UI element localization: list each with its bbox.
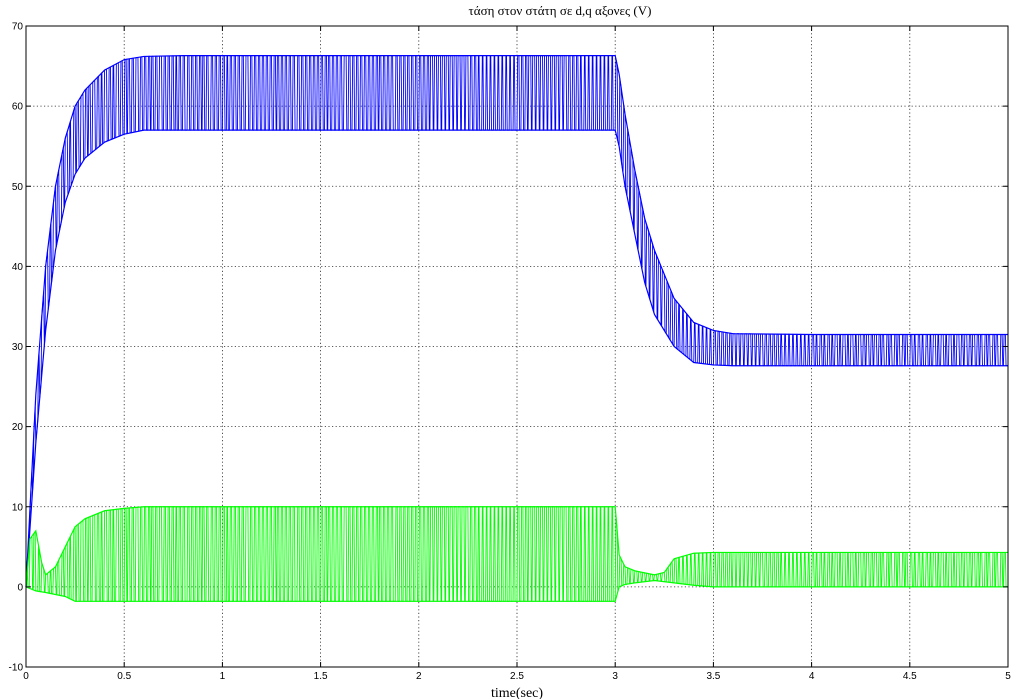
y-tick-label: 20 — [12, 422, 24, 433]
x-tick-label: 3 — [612, 671, 618, 682]
y-tick-label: 30 — [12, 342, 24, 353]
x-tick-label: 1 — [220, 671, 226, 682]
series-layer — [25, 55, 1008, 602]
x-tick-label: 0 — [23, 671, 29, 682]
y-tick-label: 60 — [12, 102, 24, 113]
x-tick-label: 2 — [416, 671, 422, 682]
plot-area — [25, 25, 1009, 668]
series-lower-envelope — [25, 579, 1008, 602]
y-tick-label: 50 — [12, 182, 24, 193]
x-tick-label: 4.5 — [903, 671, 917, 682]
series-1 — [25, 55, 1008, 587]
x-tick-labels: 0 0.5 1 1.5 2 2.5 3 3.5 4 4.5 5 — [23, 671, 1011, 682]
x-tick-label: 4 — [809, 671, 815, 682]
y-tick-label: 70 — [12, 22, 24, 33]
y-tick-label: -10 — [9, 663, 24, 674]
y-tick-label: 40 — [12, 262, 24, 273]
x-tick-label: 3.5 — [706, 671, 720, 682]
x-tick-label: 1.5 — [314, 671, 328, 682]
y-tick-labels: -10 0 10 20 30 40 50 60 70 — [9, 22, 24, 674]
y-tick-label: 10 — [12, 502, 24, 513]
x-tick-label: 5 — [1005, 671, 1011, 682]
x-axis-label: time(sec) — [491, 686, 543, 699]
x-tick-label: 0.5 — [117, 671, 131, 682]
series-upper-envelope — [25, 506, 1008, 587]
series-lower-envelope — [25, 129, 1008, 587]
series-2 — [25, 506, 1008, 602]
tick-marks — [25, 25, 1009, 668]
series-upper-envelope — [25, 55, 1008, 587]
x-tick-label: 2.5 — [510, 671, 524, 682]
chart-title: τάση στον στάτη σε d,q αξονες (V) — [469, 3, 652, 18]
y-tick-label: 0 — [17, 582, 23, 593]
